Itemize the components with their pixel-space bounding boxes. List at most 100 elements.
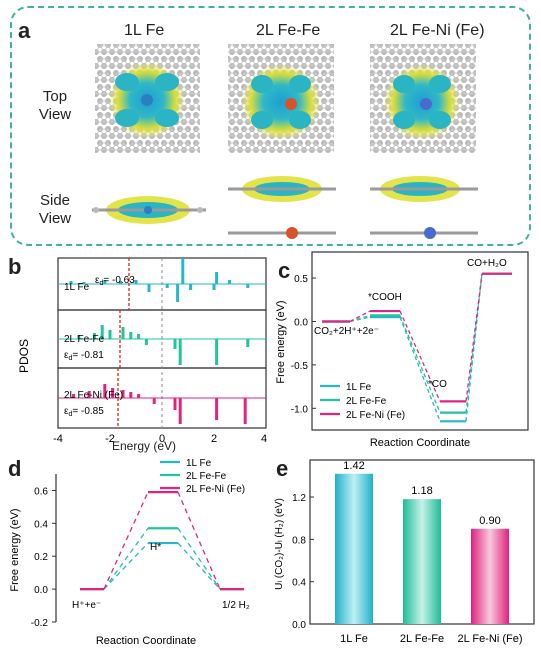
panel-a-col-2: 2L Fe-Fe [256, 22, 321, 39]
connector-mark [465, 273, 483, 422]
panel-c-ytick: -0.5 [291, 361, 309, 372]
panel-e-letter: e [276, 456, 289, 481]
panel-c-legend: 1L Fe 2L Fe-Fe 2L Fe-Ni (Fe) [320, 382, 405, 421]
panel-d-state-s0: H⁺+e⁻ [72, 600, 101, 611]
panel-d-state-s1: H* [150, 542, 161, 553]
panel-d-xlabel: Reaction Coordinate [96, 635, 196, 647]
panel-d-ytick: 0.4 [34, 519, 48, 530]
panel-d-legend-item: 2L Fe-Fe [186, 471, 227, 482]
panel-e-ytick: 1.2 [292, 493, 306, 504]
panel-d-chart: Free energy (eV) 0.60.40.20.0-0.2 H⁺+e⁻ … [9, 458, 250, 647]
panel-a-row-top: Top View [30, 88, 80, 124]
pdos-trace-1 [58, 258, 266, 302]
connector-mark [349, 310, 371, 323]
panel-a-structures [92, 44, 478, 239]
connector-mark [399, 316, 441, 422]
pdos-xtick-4: 2 [211, 433, 217, 445]
pdos-label-2: 2L Fe-Fe [64, 334, 105, 345]
panel-d-ytick: -0.2 [31, 618, 49, 629]
panel-d-letter: d [8, 456, 22, 481]
panel-c-legend-item: 1L Fe [346, 382, 372, 393]
row-top-line2: View [38, 106, 72, 123]
bar-2 [403, 499, 441, 624]
pdos-traces [58, 258, 266, 424]
connector-mark [103, 542, 149, 590]
panel-d-series-2 [80, 527, 244, 591]
pdos-ed-3: εd= -0.85 [64, 406, 104, 418]
panel-d-legend: 1L Fe 2L Fe-Fe 2L Fe-Ni (Fe) [160, 458, 245, 495]
pdos-xtick-1: -4 [53, 433, 63, 445]
panel-e-chart: Uₗ (CO₂)-Uₗ (H₂) (eV) 1.2 0.8 0.4 0.0 1.42 1… [274, 459, 535, 645]
panel-d-ytick: 0.6 [34, 486, 48, 497]
panel-a-row-side: Side View [30, 192, 80, 228]
panel-d-ytick: 0.2 [34, 552, 48, 563]
bar-category-label: 1L Fe [340, 633, 368, 645]
panel-d-series-3 [80, 490, 244, 591]
panel-c-series [322, 272, 512, 423]
panel-e-ytick: 0.8 [292, 535, 306, 546]
panel-d-ylabel: Free energy (eV) [9, 508, 21, 591]
top-view-1L-Fe [95, 44, 200, 154]
panel-c-state-s2: *CO [428, 379, 447, 390]
connector-mark [103, 527, 149, 590]
pdos-ed-2: εd= -0.81 [64, 350, 104, 362]
connector-mark [399, 315, 441, 413]
bar-category-label: 2L Fe-Ni (Fe) [458, 633, 523, 645]
panel-a-letter: a [18, 18, 31, 43]
panel-c-letter: c [278, 258, 291, 283]
panel-d-legend-item: 1L Fe [186, 458, 212, 469]
panel-b-letter: b [8, 254, 22, 279]
connector-mark [177, 527, 221, 590]
panel-e-ytick: 0.0 [292, 620, 306, 631]
panel-a-col-1: 1L Fe [124, 22, 165, 39]
pdos-trace-3 [58, 384, 266, 424]
panel-d-legend-item: 2L Fe-Ni (Fe) [186, 484, 245, 495]
panel-d-series [80, 490, 244, 591]
pdos-label-1: 1L Fe [64, 282, 90, 293]
panel-d-series-1 [80, 541, 244, 591]
panel-a-col-3: 2L Fe-Ni (Fe) [390, 22, 485, 39]
panel-c-ytick: -1.0 [291, 404, 309, 415]
connector-mark [399, 310, 441, 402]
pdos-xtick-2: -2 [105, 433, 115, 445]
bar-category-label: 2L Fe-Fe [400, 633, 444, 645]
panel-d-ytick: 0.0 [34, 585, 48, 596]
panel-c-series-3 [322, 272, 512, 403]
panel-c-state-s0: CO₂+2H⁺+2e⁻ [314, 326, 379, 337]
connector-mark [465, 273, 483, 413]
bar-value-label: 1.18 [411, 485, 432, 497]
side-view-1L-Fe [92, 196, 206, 224]
pdos-trace-2 [58, 325, 266, 365]
panel-c-chart: Free energy (eV) 0.5 0.0 -0.5 -1.0 CO₂+2H⁺+… [275, 251, 529, 449]
panel-c-ytick: 0.5 [294, 274, 308, 285]
pdos-label-3: 2L Fe-Ni (Fe) [64, 390, 123, 401]
panel-e-ytick: 0.4 [292, 578, 306, 589]
panel-b-chart: PDOS 1L Fe εd= -0.63 2L Fe-Fe εd= -0.81 … [17, 257, 267, 445]
row-side-line2: View [38, 210, 72, 227]
panel-e-ylabel: Uₗ (CO₂)-Uₗ (H₂) (eV) [274, 498, 285, 590]
bar-value-label: 0.90 [479, 515, 500, 527]
bar-value-label: 1.42 [343, 460, 364, 472]
panel-c-state-s1: *COOH [368, 292, 402, 303]
panel-a-frame [10, 6, 531, 246]
connector-mark [103, 491, 149, 590]
top-view-2L-Fe-Fe [228, 44, 334, 154]
panel-c-ylabel: Free energy (eV) [275, 300, 287, 383]
panel-c-legend-item: 2L Fe-Fe [346, 396, 387, 407]
connector-mark [177, 542, 221, 590]
top-view-2L-Fe-Ni [370, 44, 476, 154]
panel-b-xlabel: Energy (eV) [112, 439, 177, 453]
panel-c-state-s3: CO+H₂O [467, 258, 507, 269]
panel-c-legend-item: 2L Fe-Ni (Fe) [346, 410, 405, 421]
bar-1 [335, 473, 373, 624]
row-side-line1: Side [39, 192, 71, 209]
pdos-xtick-5: 4 [261, 433, 267, 445]
panel-c-ytick: 0.0 [294, 317, 308, 328]
panel-d-state-s2: 1/2 H₂ [222, 600, 250, 611]
pdos-ed-1: εd= -0.63 [95, 275, 135, 287]
panel-c-xlabel: Reaction Coordinate [370, 437, 470, 449]
panel-b-ylabel: PDOS [17, 339, 31, 373]
side-view-2L-Fe-Fe [228, 176, 336, 239]
bar-3 [471, 528, 509, 624]
side-view-2L-Fe-Ni [370, 176, 478, 239]
